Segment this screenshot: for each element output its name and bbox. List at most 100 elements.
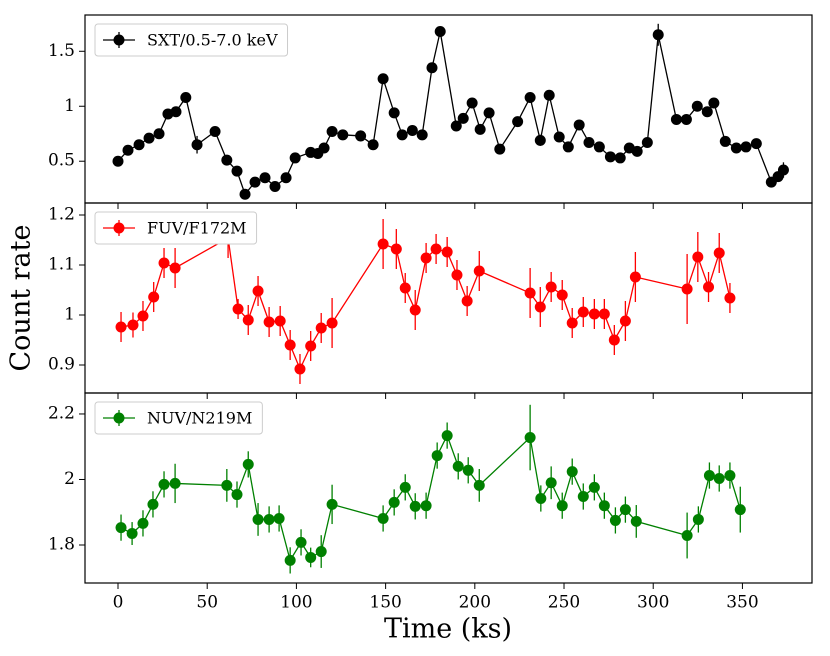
data-point [430,243,442,255]
data-point [169,262,181,274]
data-point [326,498,338,510]
plot-frame [84,392,813,584]
data-point [305,340,317,352]
legend-box [94,401,263,435]
data-point [416,129,428,141]
data-point [681,283,693,295]
data-point [315,322,327,334]
data-point [409,500,421,512]
x-tick-label: 150 [369,593,401,613]
data-point [680,113,692,125]
y-tick-label: 1 [64,96,75,116]
data-point [143,132,155,144]
data-point [148,291,160,303]
data-point [466,97,478,109]
data-point [239,188,251,200]
data-point [434,25,446,37]
legend-label: FUV/F172M [147,219,247,238]
data-point [126,528,138,540]
data-point [263,513,275,525]
data-point [158,257,170,269]
data-point [263,316,275,328]
data-point [406,124,418,136]
data-point [170,106,182,118]
data-point [483,107,495,119]
y-tick-label: 1 [64,305,75,325]
data-point [231,165,243,177]
data-point [426,62,438,74]
data-point [420,252,432,264]
data-point [457,112,469,124]
data-point [703,470,715,482]
legend-box [94,211,258,245]
data-point [242,314,254,326]
data-point [730,142,742,154]
data-point [593,141,605,153]
data-point [556,289,568,301]
data-point [441,430,453,442]
data-point [115,522,127,534]
data-point [462,464,474,476]
data-point [750,138,762,150]
data-point [543,89,555,101]
data-point [598,308,610,320]
data-point [598,500,610,512]
data-point [577,306,589,318]
x-tick-label: 250 [548,593,580,613]
data-point [708,97,720,109]
data-point [524,432,536,444]
legend-marker [113,412,125,424]
data-point [377,512,389,524]
data-point [734,504,746,516]
data-point [273,512,285,524]
data-point [337,129,349,141]
x-tick-label: 200 [459,593,491,613]
data-point [681,530,693,541]
data-point [629,271,641,283]
y-tick-label: 0.5 [48,151,75,171]
data-point [619,504,631,516]
y-tick-label: 1.8 [48,535,75,555]
data-point [703,281,715,293]
data-point [191,139,203,151]
data-point [641,137,653,149]
data-point [451,269,463,281]
data-point [692,513,704,525]
data-point [431,450,443,462]
data-point [399,481,411,493]
data-point [326,317,338,329]
legend-label: SXT/0.5-7.0 keV [147,31,278,50]
data-point [630,515,642,527]
data-point [377,238,389,250]
data-point [566,466,578,478]
data-point [524,91,536,103]
data-point [180,91,192,103]
legend-marker [113,222,125,234]
data-point [388,107,400,119]
data-point [535,492,547,504]
y-axis-label: Count rate [6,225,37,372]
data-point [534,301,546,313]
data-point [512,116,524,128]
data-point [169,477,181,489]
data-point [691,100,703,112]
data-point [137,517,149,529]
data-point [115,321,127,333]
data-point [583,137,595,149]
x-tick-label: 100 [280,593,312,613]
legend-box [94,23,289,57]
legend-marker [113,34,125,46]
data-point [573,119,585,131]
data-point [153,128,165,140]
y-tick-label: 1.5 [48,41,75,61]
data-point [420,500,432,512]
data-point [231,489,243,501]
data-point [158,478,170,490]
data-point [409,304,421,316]
data-point [670,113,682,125]
data-point [315,546,327,558]
data-point [740,141,752,153]
data-point [122,144,134,156]
data-point [534,134,546,146]
data-point [494,143,506,155]
